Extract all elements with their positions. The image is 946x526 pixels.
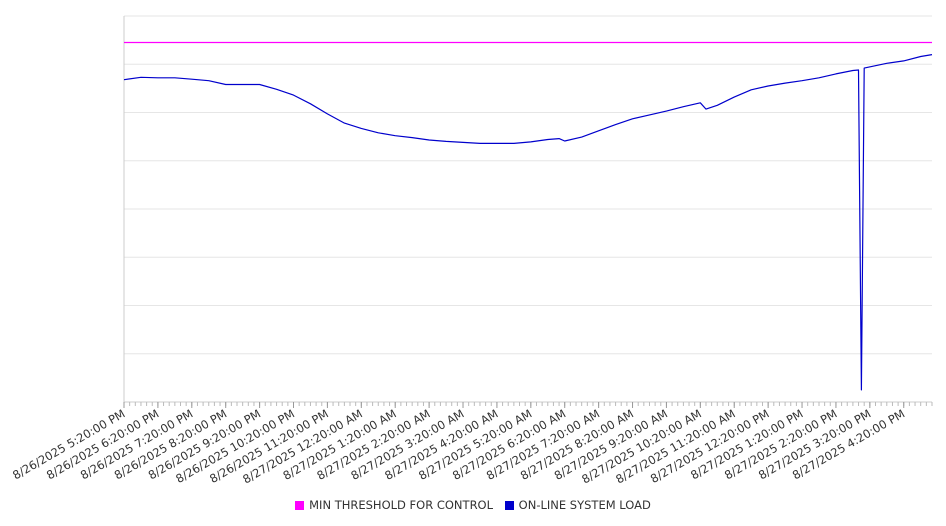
axes [123, 16, 933, 408]
legend: MIN THRESHOLD FOR CONTROL ON-LINE SYSTEM… [0, 498, 946, 513]
legend-item-threshold[interactable]: MIN THRESHOLD FOR CONTROL [295, 498, 493, 512]
legend-label-system-load: ON-LINE SYSTEM LOAD [518, 498, 651, 512]
legend-swatch-threshold [295, 500, 305, 510]
system-load-line [123, 54, 933, 391]
grid [124, 15, 932, 355]
legend-item-system-load[interactable]: ON-LINE SYSTEM LOAD [504, 498, 651, 512]
x-tick-labels: 8/26/2025 5:20:00 PM8/26/2025 6:20:00 PM… [10, 406, 907, 486]
series-layer [123, 41, 933, 391]
legend-label-threshold: MIN THRESHOLD FOR CONTROL [309, 498, 494, 512]
legend-swatch-system-load [504, 500, 514, 510]
